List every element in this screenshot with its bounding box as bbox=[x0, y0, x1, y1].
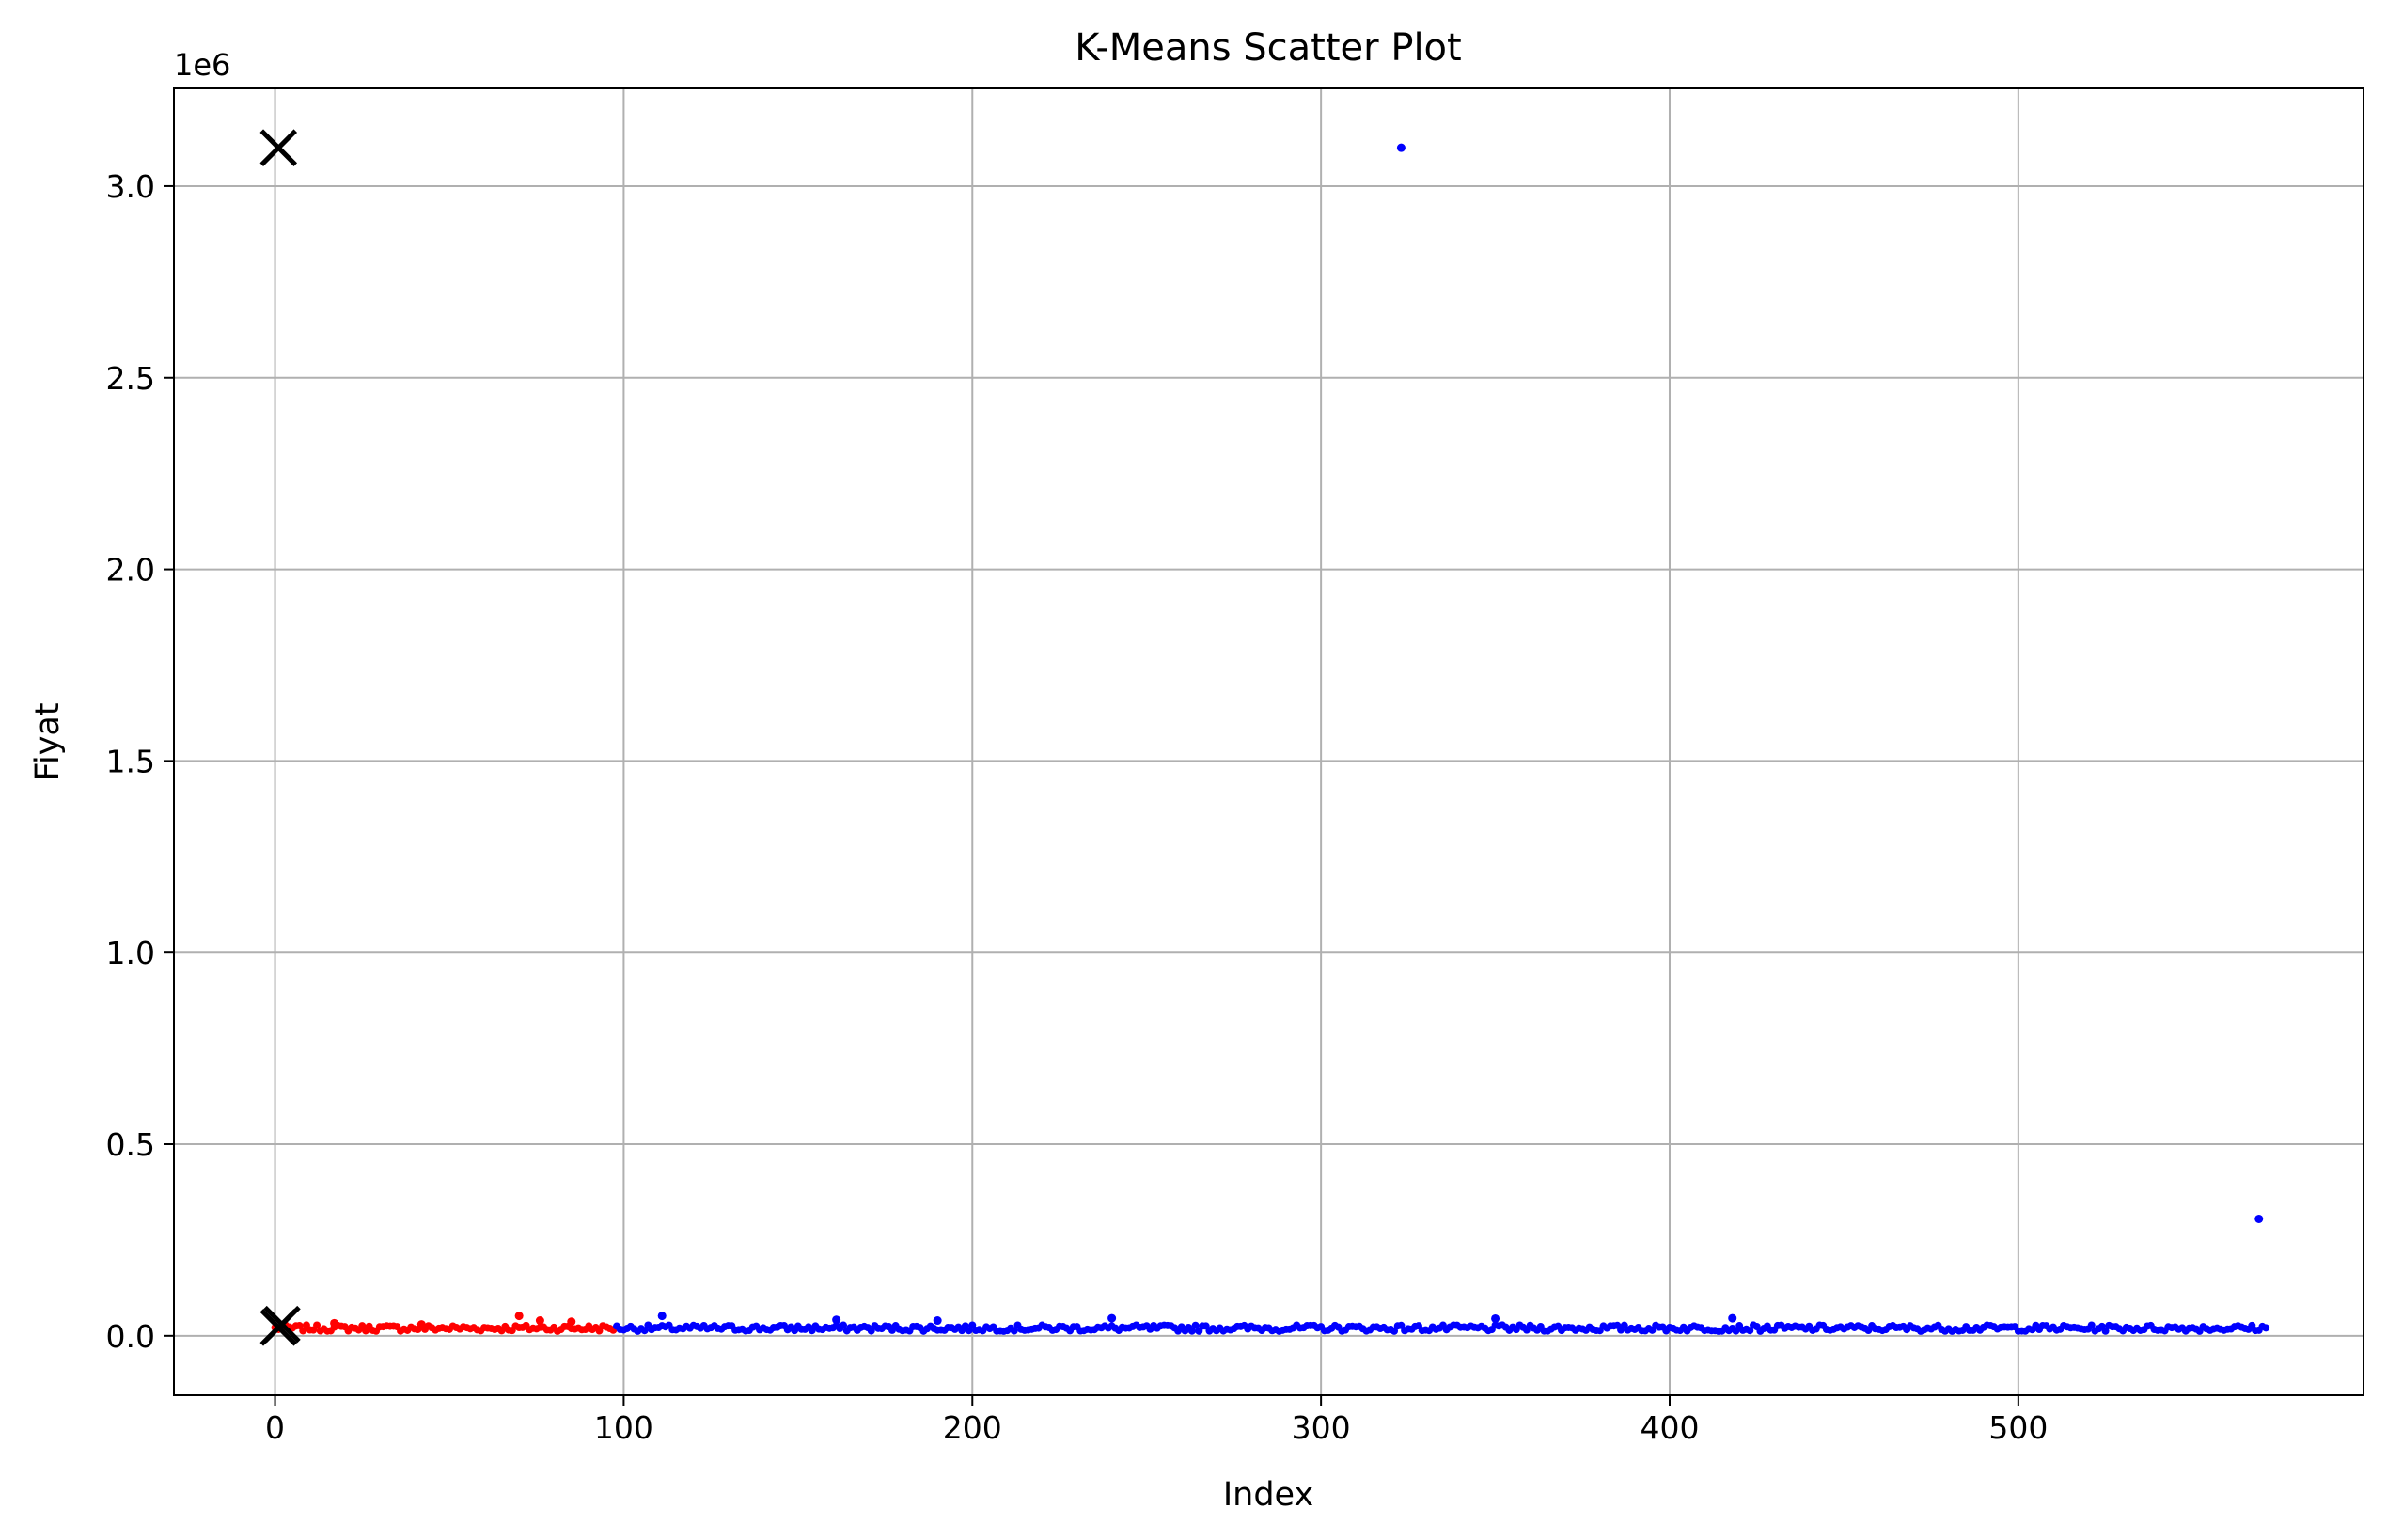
x-tick-label: 100 bbox=[594, 1409, 653, 1446]
scatter-point bbox=[2254, 1214, 2264, 1223]
centroid-marker bbox=[263, 1305, 301, 1344]
x-tick-label: 300 bbox=[1292, 1409, 1351, 1446]
x-tick-label: 0 bbox=[265, 1409, 285, 1446]
scatter-point bbox=[965, 1327, 973, 1335]
data-points bbox=[271, 143, 2270, 1335]
scatter-point bbox=[840, 1321, 848, 1329]
scatter-point bbox=[832, 1315, 841, 1325]
scatter-point bbox=[330, 1318, 339, 1328]
y-tick-label: 1.5 bbox=[106, 743, 155, 779]
scatter-point bbox=[416, 1320, 426, 1329]
scatter-point bbox=[567, 1317, 576, 1327]
scatter-point bbox=[1732, 1327, 1740, 1335]
x-tick-label: 500 bbox=[1988, 1409, 2048, 1446]
scatter-point bbox=[1728, 1313, 1737, 1323]
scatter-point bbox=[2087, 1321, 2096, 1329]
scatter-point bbox=[1491, 1313, 1500, 1323]
centroid-markers bbox=[259, 129, 301, 1346]
x-axis-ticks: 0 100 200 300 400 500 bbox=[265, 1395, 2048, 1446]
scatter-point bbox=[1010, 1327, 1018, 1335]
scatter-point bbox=[1191, 1321, 1200, 1329]
y-tick-label: 2.5 bbox=[106, 360, 155, 397]
y-tick-label: 2.0 bbox=[106, 552, 155, 589]
x-tick-label: 200 bbox=[943, 1409, 1002, 1446]
scatter-point bbox=[1187, 1327, 1196, 1335]
scatter-point bbox=[313, 1321, 322, 1329]
scatter-point bbox=[299, 1327, 307, 1335]
centroid-marker bbox=[259, 129, 298, 166]
y-tick-label: 1.0 bbox=[106, 935, 155, 971]
scatter-point bbox=[2101, 1327, 2110, 1335]
y-axis-ticks: 0.0 0.5 1.0 1.5 2.0 2.5 3.0 bbox=[106, 168, 174, 1355]
grid-lines bbox=[174, 88, 2363, 1395]
y-tick-label: 0.0 bbox=[106, 1318, 155, 1355]
plot-frame bbox=[173, 87, 2364, 1396]
scatter-point bbox=[1396, 143, 1406, 152]
x-axis-label: Index bbox=[1223, 1476, 1313, 1514]
y-axis-label: Fiyat bbox=[29, 702, 67, 780]
scatter-point bbox=[657, 1312, 667, 1321]
scatter-point bbox=[1390, 1327, 1399, 1335]
y-tick-label: 0.5 bbox=[106, 1126, 155, 1163]
chart-title: K-Means Scatter Plot bbox=[1075, 26, 1461, 70]
scatter-point bbox=[535, 1316, 544, 1326]
scatter-point bbox=[1746, 1327, 1754, 1335]
scatter-point bbox=[514, 1312, 524, 1321]
scatter-point bbox=[2262, 1324, 2270, 1332]
y-axis-offset-label: 1e6 bbox=[174, 47, 230, 83]
scatter-point bbox=[640, 1327, 649, 1335]
scatter-point bbox=[933, 1316, 942, 1326]
x-tick-label: 400 bbox=[1640, 1409, 1699, 1446]
y-tick-label: 3.0 bbox=[106, 168, 155, 205]
scatter-point bbox=[1107, 1313, 1117, 1323]
